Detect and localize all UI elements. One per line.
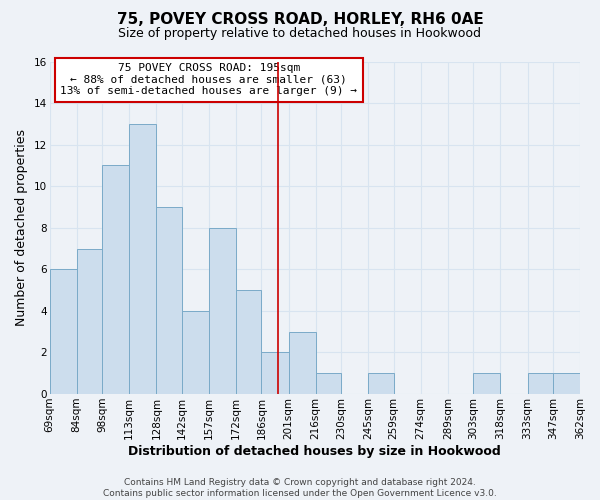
Bar: [473, 374, 500, 394]
Text: Size of property relative to detached houses in Hookwood: Size of property relative to detached ho…: [119, 28, 482, 40]
Bar: [209, 228, 236, 394]
Bar: [316, 374, 341, 394]
Bar: [262, 352, 289, 394]
Bar: [236, 290, 262, 394]
Text: 75, POVEY CROSS ROAD, HORLEY, RH6 0AE: 75, POVEY CROSS ROAD, HORLEY, RH6 0AE: [116, 12, 484, 28]
Bar: [182, 311, 209, 394]
Bar: [289, 332, 316, 394]
Text: 75 POVEY CROSS ROAD: 195sqm
← 88% of detached houses are smaller (63)
13% of sem: 75 POVEY CROSS ROAD: 195sqm ← 88% of det…: [60, 63, 357, 96]
Bar: [157, 207, 182, 394]
Y-axis label: Number of detached properties: Number of detached properties: [15, 130, 28, 326]
Bar: [368, 374, 394, 394]
Bar: [553, 374, 580, 394]
Bar: [77, 248, 102, 394]
Text: Contains HM Land Registry data © Crown copyright and database right 2024.
Contai: Contains HM Land Registry data © Crown c…: [103, 478, 497, 498]
X-axis label: Distribution of detached houses by size in Hookwood: Distribution of detached houses by size …: [128, 444, 501, 458]
Bar: [102, 166, 129, 394]
Bar: [129, 124, 157, 394]
Bar: [527, 374, 553, 394]
Bar: [50, 270, 77, 394]
